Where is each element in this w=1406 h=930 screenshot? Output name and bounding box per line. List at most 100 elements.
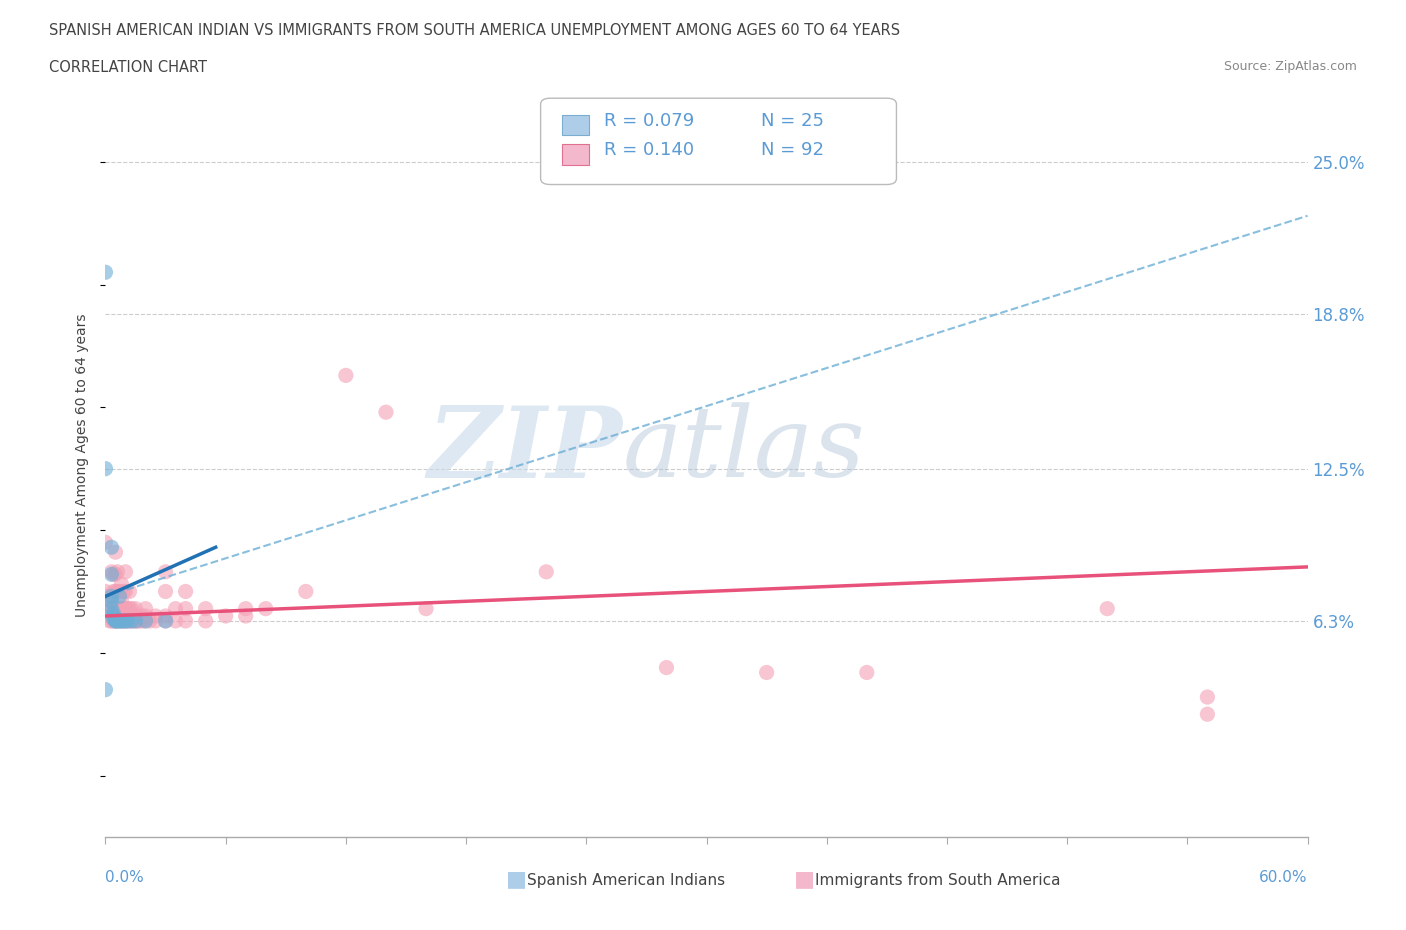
Point xyxy=(138,614,160,629)
Point xyxy=(94,461,117,476)
Point xyxy=(117,614,139,629)
Text: 0.0%: 0.0% xyxy=(105,870,145,885)
Point xyxy=(104,545,127,560)
Point xyxy=(114,614,136,629)
Point xyxy=(112,614,135,629)
Point xyxy=(145,614,167,629)
Point xyxy=(135,608,157,623)
Point xyxy=(98,608,121,623)
Point xyxy=(121,608,143,623)
Point xyxy=(1097,601,1119,616)
Point xyxy=(104,614,127,629)
Point xyxy=(103,614,125,629)
Text: Spanish American Indians: Spanish American Indians xyxy=(527,873,725,888)
Point xyxy=(121,601,143,616)
Point xyxy=(165,614,187,629)
Point xyxy=(108,589,131,604)
Point xyxy=(121,614,143,629)
Point xyxy=(94,265,117,280)
Text: Source: ZipAtlas.com: Source: ZipAtlas.com xyxy=(1223,60,1357,73)
Point xyxy=(100,601,122,616)
Text: atlas: atlas xyxy=(623,403,865,498)
Point xyxy=(112,614,135,629)
Point xyxy=(131,614,153,629)
Point xyxy=(174,601,197,616)
Point xyxy=(108,614,131,629)
Point xyxy=(174,584,197,599)
Point xyxy=(235,608,257,623)
Point xyxy=(112,601,135,616)
Point xyxy=(100,594,122,609)
Point xyxy=(110,577,132,591)
Y-axis label: Unemployment Among Ages 60 to 64 years: Unemployment Among Ages 60 to 64 years xyxy=(76,313,90,617)
Point xyxy=(194,601,217,616)
Point xyxy=(96,589,118,604)
Point xyxy=(100,614,122,629)
FancyBboxPatch shape xyxy=(541,99,897,184)
Text: R = 0.140: R = 0.140 xyxy=(605,141,695,159)
Point xyxy=(96,596,118,611)
Point xyxy=(104,614,127,629)
Point xyxy=(122,608,145,623)
Point xyxy=(855,665,877,680)
Point xyxy=(755,665,778,680)
Text: CORRELATION CHART: CORRELATION CHART xyxy=(49,60,207,75)
Point xyxy=(124,601,146,616)
Point xyxy=(112,608,135,623)
Point xyxy=(114,584,136,599)
Point xyxy=(103,608,125,623)
Point xyxy=(100,566,122,581)
Point xyxy=(103,566,125,581)
Point xyxy=(124,608,146,623)
Text: R = 0.079: R = 0.079 xyxy=(605,112,695,129)
Text: SPANISH AMERICAN INDIAN VS IMMIGRANTS FROM SOUTH AMERICA UNEMPLOYMENT AMONG AGES: SPANISH AMERICAN INDIAN VS IMMIGRANTS FR… xyxy=(49,23,900,38)
Point xyxy=(124,614,146,629)
Point xyxy=(655,660,678,675)
Point xyxy=(174,614,197,629)
Point xyxy=(94,535,117,550)
Point xyxy=(110,614,132,629)
Point xyxy=(98,601,121,616)
Point xyxy=(108,601,131,616)
Point xyxy=(94,584,117,599)
Point xyxy=(107,614,129,629)
Text: N = 25: N = 25 xyxy=(761,112,824,129)
Point xyxy=(104,614,127,629)
Point xyxy=(155,614,177,629)
Point xyxy=(104,584,127,599)
Point xyxy=(214,608,236,623)
Point xyxy=(131,608,153,623)
Point xyxy=(128,614,150,629)
Point xyxy=(114,608,136,623)
Point xyxy=(104,611,127,626)
Point xyxy=(114,614,136,629)
Point xyxy=(254,601,277,616)
Point xyxy=(165,601,187,616)
Bar xyxy=(562,144,589,166)
Point xyxy=(104,601,127,616)
Point xyxy=(117,614,139,629)
Point xyxy=(155,608,177,623)
Point xyxy=(103,601,125,616)
Point xyxy=(100,589,122,604)
Point xyxy=(145,608,167,623)
Point xyxy=(107,584,129,599)
Point xyxy=(155,614,177,629)
Point xyxy=(135,614,157,629)
Point xyxy=(100,565,122,579)
Point xyxy=(107,601,129,616)
Point xyxy=(108,614,131,629)
Point xyxy=(127,614,149,629)
Point xyxy=(104,566,127,581)
Point xyxy=(121,614,143,629)
Text: N = 92: N = 92 xyxy=(761,141,824,159)
Point xyxy=(112,584,135,599)
Point xyxy=(118,601,141,616)
Point xyxy=(103,606,125,621)
Point xyxy=(335,368,357,383)
Point xyxy=(1197,707,1219,722)
Point xyxy=(108,584,131,599)
Point xyxy=(114,601,136,616)
Text: 60.0%: 60.0% xyxy=(1260,870,1308,885)
Point xyxy=(110,594,132,609)
